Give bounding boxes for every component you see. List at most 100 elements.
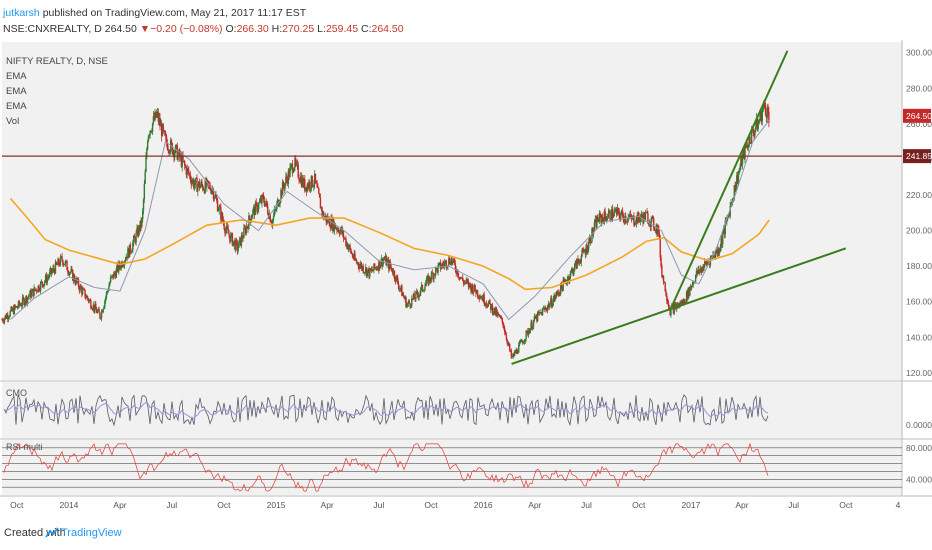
candle-body <box>681 300 684 306</box>
candle-body <box>649 222 652 227</box>
candle-body <box>20 304 22 307</box>
candle-body <box>194 178 197 185</box>
candle-body <box>332 218 334 230</box>
candle-body <box>379 265 382 269</box>
candle-body <box>374 267 377 269</box>
candle-body <box>547 303 550 307</box>
candle-body <box>723 228 726 234</box>
candle-body <box>4 315 6 319</box>
candle-body <box>229 235 231 242</box>
candle-body <box>342 230 345 238</box>
candle-body <box>202 185 204 190</box>
candle-body <box>559 292 561 295</box>
candle-body <box>716 249 718 254</box>
candle-body <box>138 226 141 232</box>
x-tick-label: Oct <box>217 500 231 510</box>
price-chart[interactable]: 120.00140.00160.00180.00200.00220.00240.… <box>0 40 932 522</box>
candle-body <box>355 259 357 261</box>
candle-body <box>72 270 74 281</box>
legend-symbol[interactable]: NIFTY REALTY, D, NSE <box>6 56 108 67</box>
candle-body <box>483 294 485 304</box>
candle-body <box>692 281 694 286</box>
candle-body <box>114 273 117 278</box>
candle-body <box>397 277 399 284</box>
candle-body <box>522 341 524 344</box>
candle-body <box>385 255 387 266</box>
candle-body <box>442 263 444 265</box>
candle-body <box>599 213 601 216</box>
candle-body <box>296 162 299 165</box>
candle-body <box>216 197 218 201</box>
legend-ema-3[interactable]: EMA <box>6 101 27 112</box>
candle-body <box>19 304 21 306</box>
candle-body <box>258 202 260 209</box>
legend-vol-4[interactable]: Vol <box>6 116 19 127</box>
candle-body <box>710 256 712 258</box>
candle-body <box>736 175 738 186</box>
candle-body <box>409 303 411 307</box>
candle-body <box>423 290 425 292</box>
candle-body <box>248 215 250 230</box>
candle-body <box>31 289 34 292</box>
candle-body <box>142 199 145 211</box>
candle-body <box>634 224 636 226</box>
candle-body <box>640 213 643 218</box>
candle-body <box>413 293 415 299</box>
legend-ema-1[interactable]: EMA <box>6 71 27 82</box>
candle-body <box>402 294 405 297</box>
candle-body <box>87 298 90 302</box>
candle-body <box>439 262 442 269</box>
candle-body <box>42 284 44 287</box>
author-link[interactable]: jutkarsh <box>3 7 40 19</box>
candle-body <box>10 307 12 311</box>
candle-body <box>733 185 736 200</box>
candle-body <box>284 182 286 189</box>
open-label: O: <box>225 23 237 35</box>
candle-body <box>684 299 686 304</box>
candle-body <box>330 218 332 229</box>
candle-body <box>255 202 257 204</box>
candle-body <box>11 307 14 311</box>
candle-body <box>652 217 655 229</box>
candle-body <box>23 298 25 306</box>
candle-body <box>584 251 587 255</box>
candle-body <box>694 275 697 282</box>
x-tick-label: Oct <box>632 500 646 510</box>
candle-body <box>218 206 220 211</box>
candle-body <box>436 267 438 273</box>
tradingview-brand[interactable]: TradingView <box>61 527 122 539</box>
candle-body <box>562 279 564 291</box>
candle-body <box>466 279 468 282</box>
candle-body <box>478 297 480 299</box>
candle-body <box>475 290 477 294</box>
candle-body <box>612 215 615 218</box>
candle-body <box>346 243 348 246</box>
candle-body <box>371 269 373 271</box>
candle-body <box>75 278 77 284</box>
candle-body <box>262 195 264 196</box>
candle-body <box>58 259 60 265</box>
candle-body <box>132 236 135 243</box>
candle-body <box>564 279 566 282</box>
candle-body <box>559 283 562 295</box>
candle-body <box>129 244 132 253</box>
candle-body <box>244 227 246 229</box>
candle-body <box>144 171 146 184</box>
candle-body <box>608 210 610 213</box>
candle-body <box>253 206 255 210</box>
candle-body <box>98 309 100 313</box>
candle-body <box>680 301 682 305</box>
candle-body <box>304 187 307 191</box>
candle-body <box>722 234 724 244</box>
candle-body <box>293 168 295 171</box>
candle-body <box>304 179 306 191</box>
candle-body <box>292 170 294 173</box>
candle-body <box>706 261 708 264</box>
candle-body <box>622 214 624 220</box>
candle-body <box>519 341 522 343</box>
candle-body <box>254 202 257 216</box>
candle-body <box>50 268 53 274</box>
candle-body <box>500 317 503 319</box>
legend-ema-2[interactable]: EMA <box>6 86 27 97</box>
candle-body <box>8 316 11 318</box>
